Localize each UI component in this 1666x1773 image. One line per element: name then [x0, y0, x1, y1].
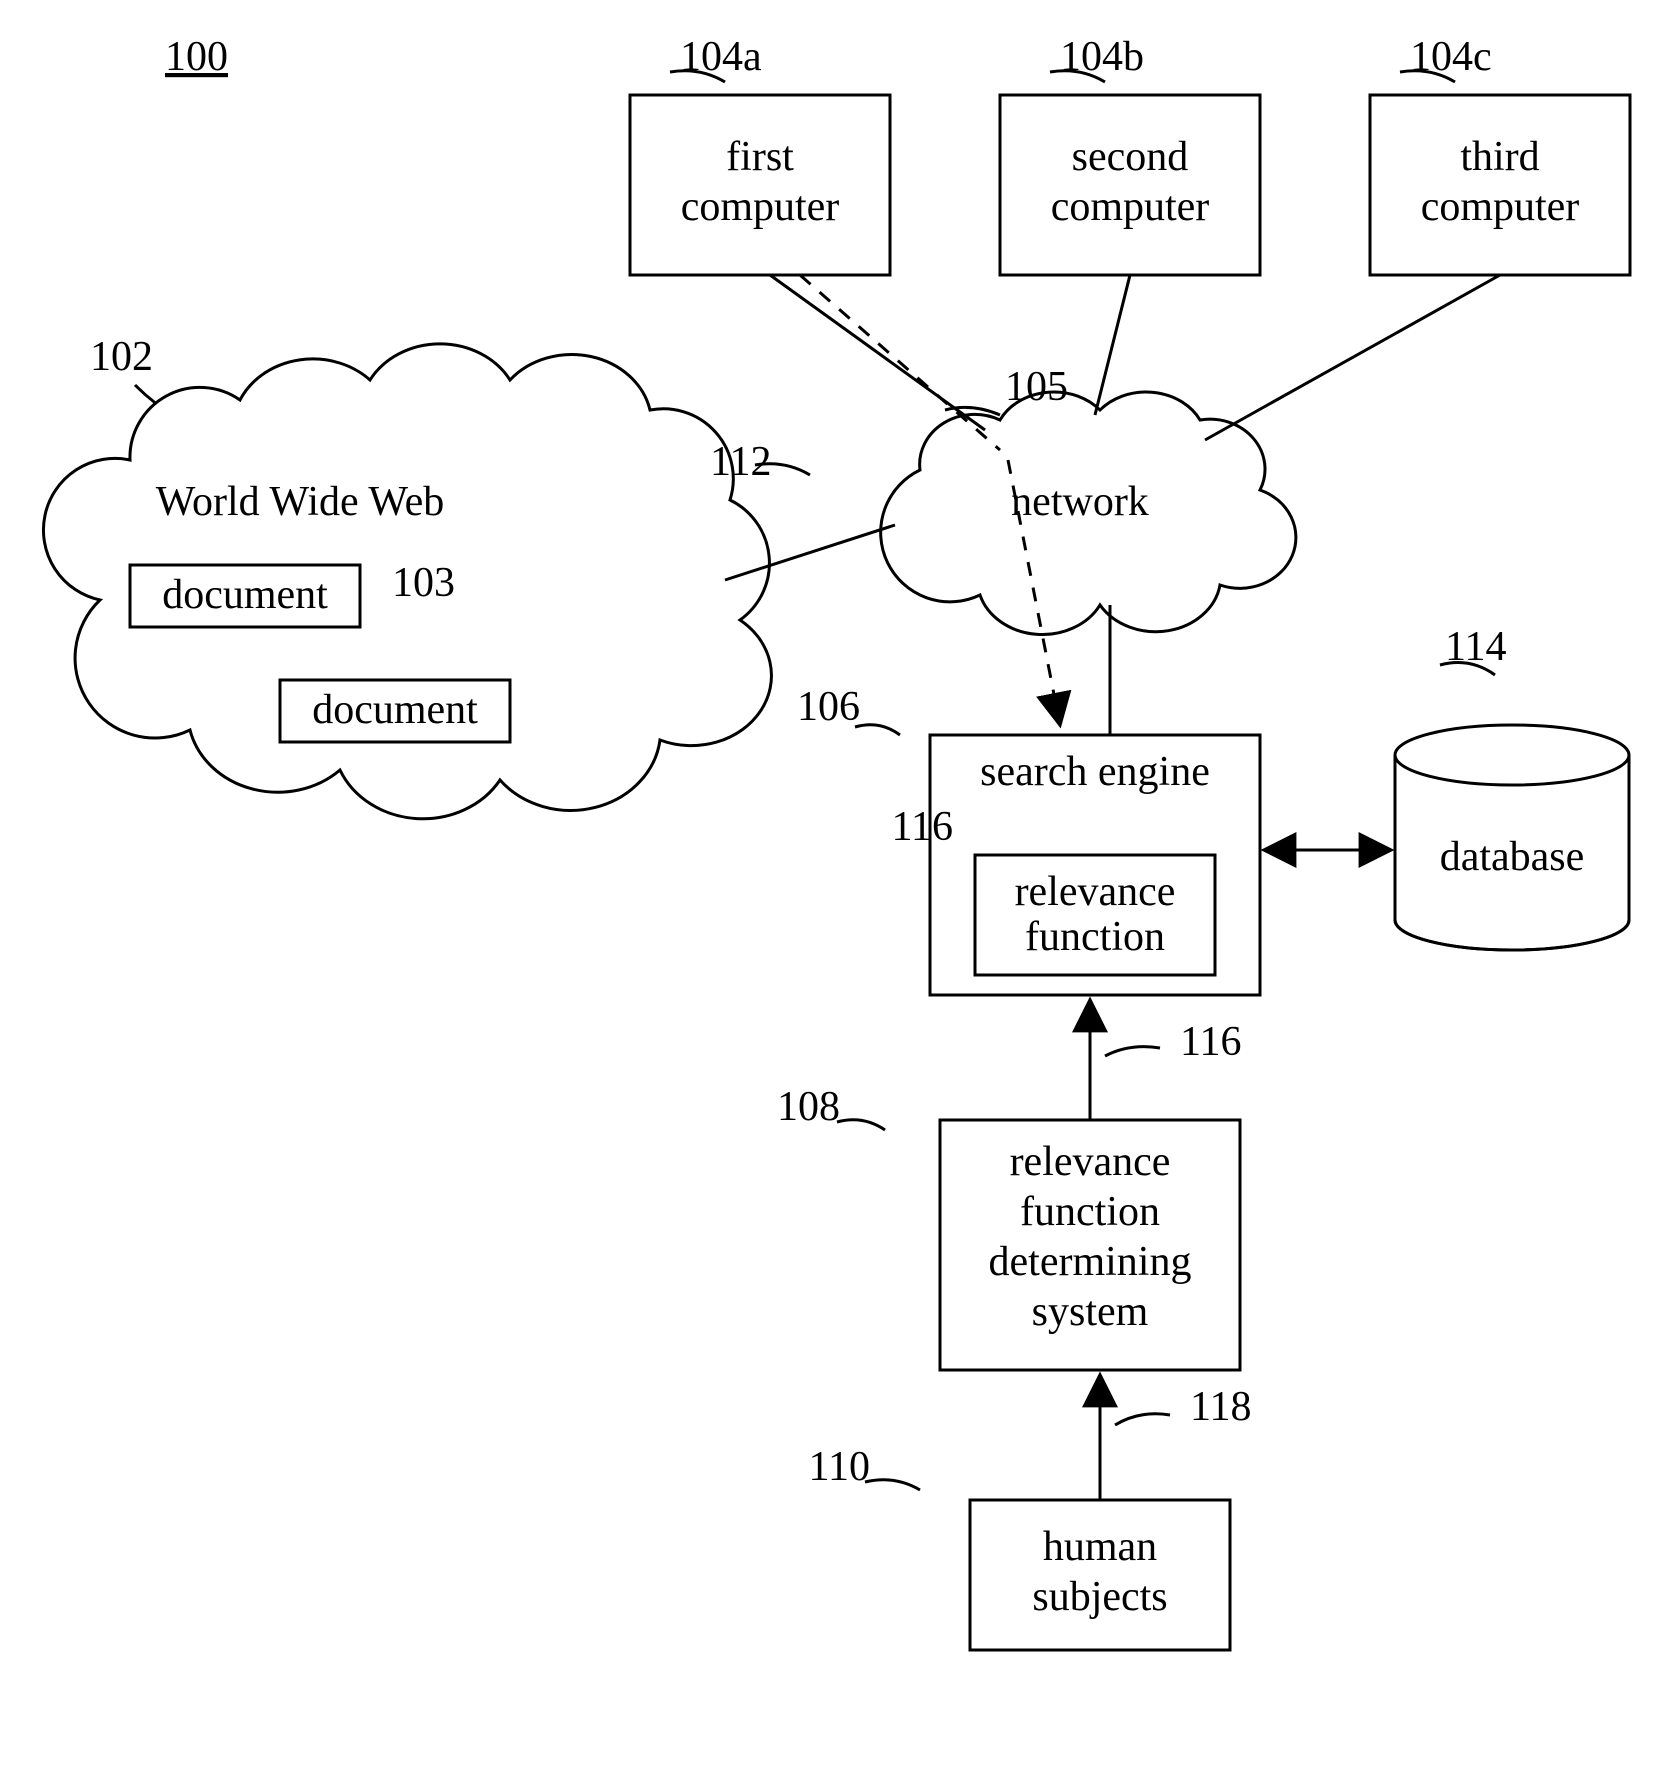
ref-110: 110	[809, 1444, 870, 1490]
svg-text:relevance: relevance	[1015, 869, 1176, 915]
svg-text:relevance: relevance	[1010, 1139, 1171, 1185]
patent-diagram: 100 World Wide Web document document net…	[0, 0, 1666, 1773]
ref-105: 105	[1005, 364, 1068, 410]
document-label-2: document	[312, 687, 478, 733]
edge-third-to-network	[1205, 275, 1500, 440]
human-subjects-box: human subjects	[970, 1500, 1230, 1650]
ref-118: 118	[1190, 1384, 1251, 1430]
svg-text:third: third	[1460, 134, 1539, 180]
first-computer-box: first computer	[630, 95, 890, 275]
ref-112: 112	[710, 439, 771, 485]
third-computer-box: third computer	[1370, 95, 1630, 275]
svg-text:computer: computer	[1421, 184, 1580, 230]
svg-text:computer: computer	[681, 184, 840, 230]
database-cylinder: database	[1395, 725, 1629, 950]
rfds-box: relevance function determining system	[940, 1120, 1240, 1370]
svg-text:first: first	[726, 134, 794, 180]
ref-102: 102	[90, 334, 153, 380]
svg-text:function: function	[1020, 1189, 1160, 1235]
svg-text:function: function	[1025, 914, 1165, 960]
ref-116a: 116	[892, 804, 953, 850]
ref-108: 108	[777, 1084, 840, 1130]
www-cloud-label: World Wide Web	[156, 479, 445, 525]
svg-text:determining: determining	[989, 1239, 1192, 1285]
svg-text:subjects: subjects	[1032, 1574, 1167, 1620]
search-engine-box: search engine relevance function	[930, 735, 1260, 995]
ref-106: 106	[797, 684, 860, 730]
ref-104b: 104b	[1060, 34, 1144, 80]
ref-104c: 104c	[1410, 34, 1492, 80]
network-cloud: network	[881, 392, 1296, 635]
ref-114: 114	[1445, 624, 1506, 670]
ref-116b: 116	[1180, 1019, 1241, 1065]
second-computer-box: second computer	[1000, 95, 1260, 275]
ref-103: 103	[392, 560, 455, 606]
svg-text:search engine: search engine	[980, 749, 1210, 795]
svg-text:human: human	[1043, 1524, 1157, 1570]
figure-number: 100	[165, 34, 228, 80]
svg-text:system: system	[1032, 1289, 1149, 1335]
network-cloud-label: network	[1011, 479, 1149, 525]
document-label-1: document	[162, 572, 328, 618]
svg-text:computer: computer	[1051, 184, 1210, 230]
edge-first-to-network	[770, 275, 985, 430]
ref-104a: 104a	[680, 34, 762, 80]
svg-text:database: database	[1440, 834, 1585, 880]
svg-text:second: second	[1072, 134, 1189, 180]
